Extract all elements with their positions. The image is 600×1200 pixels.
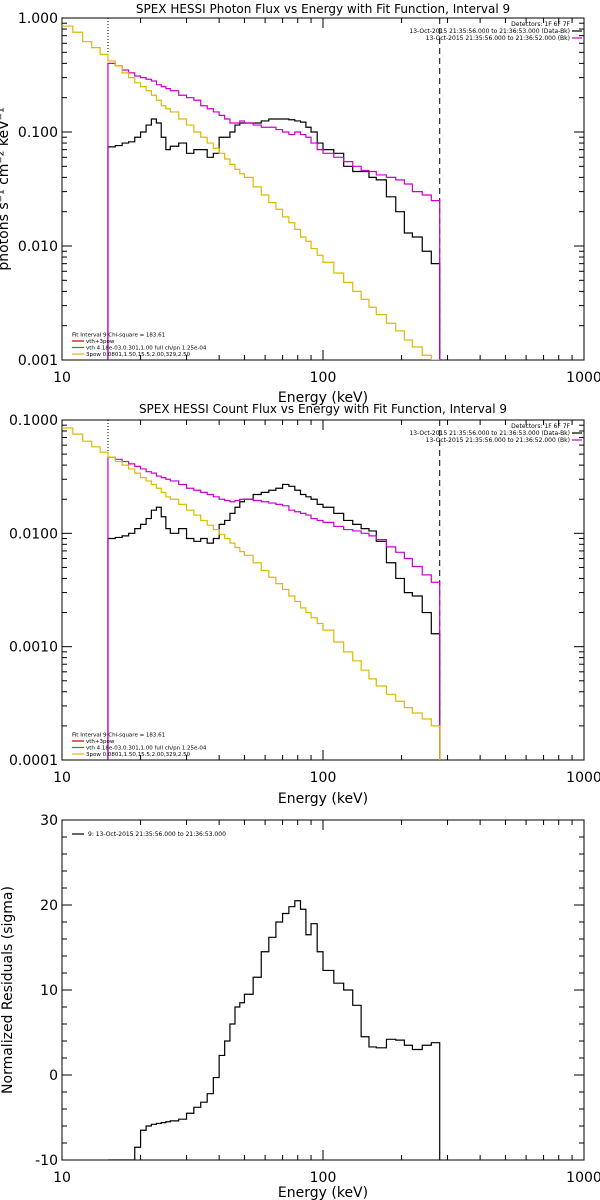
y-tick-label: 0 bbox=[49, 1068, 58, 1084]
y-tick-label: 30 bbox=[40, 813, 58, 829]
legend-top-right-label: 13-Oct-2015 21:35:56.000 to 21:36:52.000… bbox=[426, 437, 570, 444]
plot-frame bbox=[61, 419, 585, 761]
legend-bottom-left-label: vth 4.18e-03,0.301,1.00 full ch/pn 1.25e… bbox=[86, 746, 207, 752]
x-tick-label: 1000 bbox=[566, 370, 600, 386]
legend-bottom-left-label: vth 4.18e-03,0.301,1.00 full ch/pn 1.25e… bbox=[86, 346, 207, 352]
legend-top-right-label: Detectors: 1F 6F 7F bbox=[511, 21, 570, 28]
legend-bottom-left-label: 3pow 0.0801,1.50,15.5,2.00,329,2.50 bbox=[86, 352, 191, 358]
x-tick-label: 100 bbox=[310, 770, 337, 786]
y-tick-label: 0.001 bbox=[18, 353, 58, 369]
legend-top-left-label: 9: 13-Oct-2015 21:35:56.000 to 21:36:53.… bbox=[88, 831, 226, 838]
y-tick-label: 10 bbox=[40, 983, 58, 999]
chart-panel-3: 10 100 1000 Energy (keV) -10 0 10 20 30 Normalize… bbox=[0, 813, 600, 1200]
chart-panel-2: SPEX HESSI Count Flux vs Energy with Fit… bbox=[9, 402, 600, 807]
series-1-step-line bbox=[107, 900, 441, 1160]
y-axis-label: Normalized Residuals (sigma) bbox=[0, 886, 16, 1094]
y-tick-label: 0.0010 bbox=[9, 640, 58, 656]
series-2-step-line bbox=[107, 62, 441, 360]
y-tick-label: -10 bbox=[35, 1153, 58, 1169]
plot-area bbox=[107, 900, 441, 1160]
x-axis-label: Energy (keV) bbox=[278, 390, 368, 406]
chart-title: SPEX HESSI Photon Flux vs Energy with Fi… bbox=[136, 2, 510, 16]
legend-bottom-left-label: Fit Interval 9 Chi-square = 183.61 bbox=[72, 333, 165, 339]
plot-area bbox=[62, 18, 441, 360]
plot-frame bbox=[61, 17, 585, 361]
legend-top-right-label: 13-Oct-2015 21:35:56.000 to 21:36:53.000… bbox=[409, 28, 570, 35]
legend-top-right-label: 13-Oct-2015 21:35:56.000 to 21:36:52.000… bbox=[426, 35, 570, 42]
legend-top-right-label: 13-Oct-2015 21:35:56.000 to 21:36:53.000… bbox=[409, 430, 570, 437]
y-tick-label: 0.1000 bbox=[9, 413, 58, 429]
series-1-step-line bbox=[107, 118, 441, 360]
x-tick-label: 10 bbox=[53, 370, 71, 386]
series-1-step-line bbox=[107, 483, 441, 760]
x-axis-label: Energy (keV) bbox=[278, 791, 368, 807]
legend-bottom-left-label: Fit Interval 9 Chi-square = 183.61 bbox=[72, 733, 165, 739]
y-tick-label: 0.010 bbox=[18, 239, 58, 255]
y-tick-label: 0.0100 bbox=[9, 526, 58, 542]
x-axis-label: Energy (keV) bbox=[278, 1185, 368, 1200]
legend-bottom-left-label: vth+3pow bbox=[86, 739, 115, 745]
legend-bottom-left-label: vth+3pow bbox=[86, 339, 115, 345]
y-tick-label: 1.000 bbox=[18, 11, 58, 27]
plot-frame bbox=[61, 819, 585, 1161]
y-tick-label: 20 bbox=[40, 898, 58, 914]
chart-panel-1: SPEX HESSI Photon Flux vs Energy with Fi… bbox=[0, 2, 600, 406]
series-3-step-line bbox=[62, 427, 441, 760]
x-tick-label: 100 bbox=[310, 370, 337, 386]
x-tick-label: 10 bbox=[53, 770, 71, 786]
plot-area bbox=[62, 420, 441, 760]
x-tick-label: 1000 bbox=[566, 1170, 600, 1186]
x-tick-label: 10 bbox=[53, 1170, 71, 1186]
x-tick-label: 1000 bbox=[566, 770, 600, 786]
legend-bottom-left-label: 3pow 0.0801,1.50,15.5,2.00,329,2.50 bbox=[86, 752, 191, 758]
y-tick-label: 0.0001 bbox=[9, 753, 58, 769]
x-tick-label: 100 bbox=[310, 1170, 337, 1186]
y-axis-label: photons s⁻¹ cm⁻² keV⁻¹ bbox=[0, 107, 12, 270]
series-3-step-line bbox=[62, 25, 440, 360]
y-tick-label: 0.100 bbox=[18, 125, 58, 141]
series-2-step-line bbox=[107, 456, 441, 760]
chart-title: SPEX HESSI Count Flux vs Energy with Fit… bbox=[139, 402, 507, 416]
legend-top-right-label: Detectors: 1F 6F 7F bbox=[511, 423, 570, 430]
